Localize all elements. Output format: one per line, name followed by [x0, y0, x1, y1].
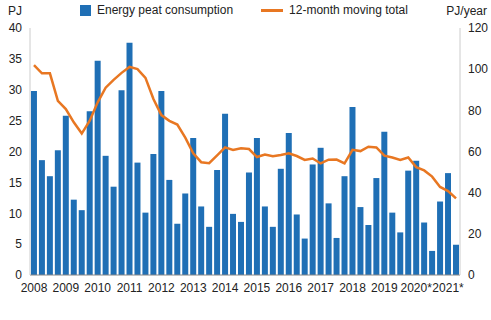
svg-text:2016: 2016 [275, 281, 302, 295]
html-text:PJ/year: PJ/year [446, 4, 487, 18]
svg-text:120: 120 [468, 21, 483, 35]
svg-text:15: 15 [9, 176, 23, 190]
html-text:PJ: PJ [8, 4, 22, 18]
svg-text:2009: 2009 [52, 281, 79, 295]
html-text:Energy peat consumption: Energy peat consumption [97, 3, 234, 17]
svg-text:2014: 2014 [212, 281, 239, 295]
svg-text:20: 20 [468, 227, 482, 241]
svg-text:2015: 2015 [244, 281, 271, 295]
svg-text:40: 40 [9, 21, 23, 35]
svg-text:2011: 2011 [117, 281, 143, 295]
svg-text:25: 25 [9, 114, 23, 128]
svg-text:2012: 2012 [148, 281, 175, 295]
svg-text:35: 35 [9, 52, 23, 66]
svg-text:2021*: 2021* [432, 281, 464, 295]
svg-text:100: 100 [468, 62, 483, 76]
html-text:12-month moving total: 12-month moving total [289, 3, 408, 17]
svg-text:2010: 2010 [84, 281, 111, 295]
svg-text:0: 0 [15, 268, 22, 282]
svg-text:2018: 2018 [339, 281, 366, 295]
svg-text:30: 30 [9, 83, 23, 97]
svg-text:10: 10 [9, 207, 23, 221]
svg-text:2019: 2019 [371, 281, 398, 295]
svg-text:2020*: 2020* [401, 281, 433, 295]
svg-text:0: 0 [468, 268, 475, 282]
svg-text:60: 60 [468, 145, 482, 159]
svg-text:20: 20 [9, 145, 23, 159]
svg-text:2017: 2017 [307, 281, 334, 295]
svg-text:80: 80 [468, 104, 482, 118]
svg-text:40: 40 [468, 186, 482, 200]
svg-text:2008: 2008 [21, 281, 48, 295]
svg-text:2013: 2013 [180, 281, 207, 295]
svg-text:5: 5 [15, 237, 22, 251]
